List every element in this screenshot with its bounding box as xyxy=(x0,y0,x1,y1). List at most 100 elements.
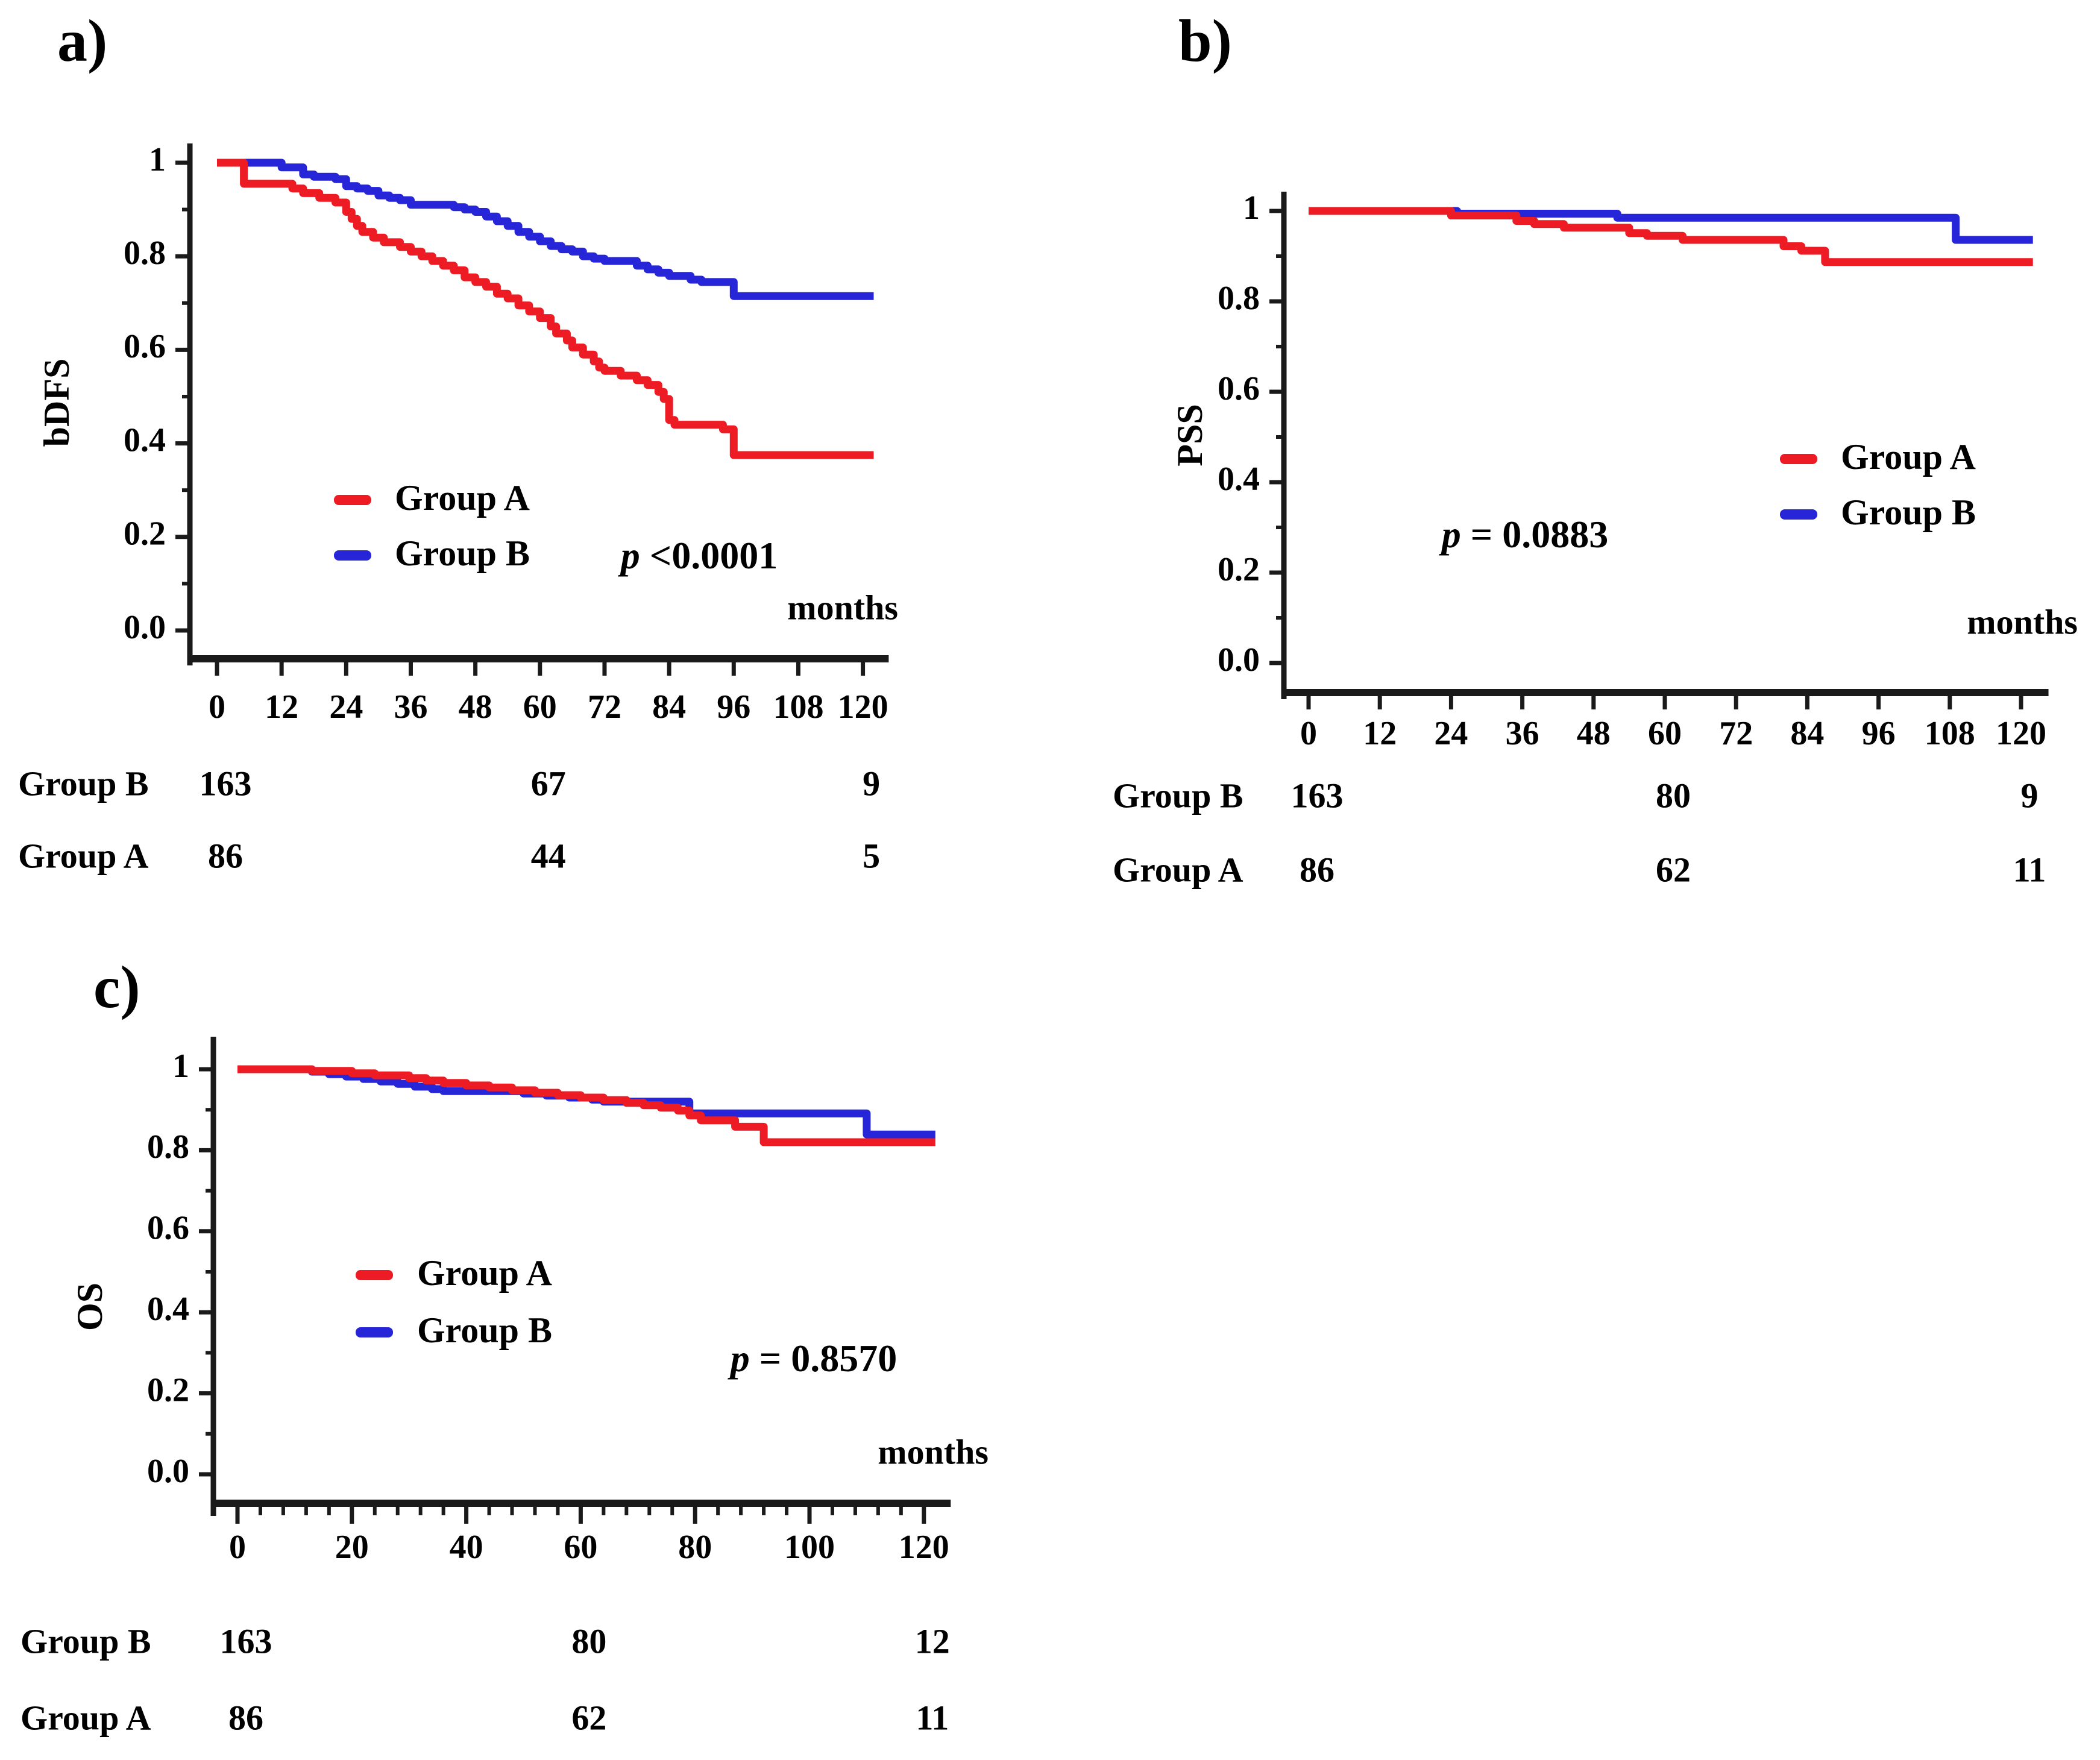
curve-group-a xyxy=(217,159,874,459)
at-risk-count: 5 xyxy=(863,836,880,875)
at-risk-count: 9 xyxy=(863,764,880,803)
at-risk-row-label: Group B xyxy=(1113,776,1243,815)
legend-swatch-group-b xyxy=(1780,509,1817,520)
y-axis-title: PSS xyxy=(1170,404,1210,466)
at-risk-count: 80 xyxy=(571,1621,606,1661)
y-tick-label: 0.4 xyxy=(124,421,166,459)
panel-b: b) 1 0.8 0.6 0.4 0.2 0.0 0 12 24 36 48 60 72 84 96 108 1… xyxy=(1103,0,2100,940)
legend-swatch-group-b xyxy=(334,550,371,561)
x-tick-label: 36 xyxy=(394,688,427,726)
legend-swatch-group-a xyxy=(356,1270,393,1280)
panel-a: a) 1 0.8 0.6 0.4 0.2 0.0 0 12 24 36 48 60 72 84 96 108 1… xyxy=(0,0,1049,940)
x-tick-label: 12 xyxy=(1363,715,1397,752)
at-risk-row-label: Group A xyxy=(20,1698,151,1737)
panel-c-label: c) xyxy=(93,954,140,1020)
legend-label: Group A xyxy=(1841,437,1976,477)
legend-label: Group A xyxy=(395,478,530,518)
p-value: p <0.0001 xyxy=(618,534,778,577)
panel-c-chart: 1 0.8 0.6 0.4 0.2 0.0 0 20 40 60 80 100 120 Group A Gr… xyxy=(20,1037,989,1737)
y-tick-label: 0.6 xyxy=(147,1210,189,1247)
at-risk-count: 163 xyxy=(200,764,252,803)
curve-group-a xyxy=(237,1065,935,1146)
x-tick-label: 120 xyxy=(899,1529,949,1566)
y-tick-label: 0.4 xyxy=(147,1290,189,1328)
x-axis-title: months xyxy=(1967,602,2078,641)
x-tick-label: 48 xyxy=(459,688,492,726)
at-risk-count: 86 xyxy=(208,836,243,875)
x-tick-label: 120 xyxy=(838,688,888,726)
x-tick-label: 96 xyxy=(1862,715,1896,752)
x-axis-title: months xyxy=(787,588,898,627)
x-tick-label: 84 xyxy=(652,688,686,726)
at-risk-row-label: Group B xyxy=(18,764,149,803)
x-tick-label: 24 xyxy=(329,688,363,726)
x-tick-label: 60 xyxy=(1648,715,1682,752)
x-tick-label: 0 xyxy=(209,688,225,726)
x-tick-label: 108 xyxy=(1925,715,1975,752)
y-tick-label: 0.6 xyxy=(124,328,166,365)
x-axis-title: months xyxy=(878,1432,989,1471)
at-risk-count: 12 xyxy=(915,1621,950,1661)
at-risk-count: 11 xyxy=(916,1698,949,1737)
x-tick-label: 100 xyxy=(784,1529,835,1566)
y-tick-label: 0.8 xyxy=(147,1128,189,1166)
x-tick-label: 0 xyxy=(229,1529,246,1566)
x-tick-label: 48 xyxy=(1577,715,1611,752)
y-tick-label: 0.8 xyxy=(124,234,166,272)
x-tick-label: 0 xyxy=(1300,715,1317,752)
legend-swatch-group-a xyxy=(334,495,371,505)
y-tick-label: 0.4 xyxy=(1218,460,1260,498)
x-tick-label: 96 xyxy=(717,688,750,726)
at-risk-count: 163 xyxy=(220,1621,272,1661)
panel-a-chart: 1 0.8 0.6 0.4 0.2 0.0 0 12 24 36 48 60 72 84 96 108 120 G… xyxy=(18,141,898,875)
at-risk-count: 67 xyxy=(531,764,566,803)
at-risk-count: 62 xyxy=(1656,850,1691,889)
at-risk-row-label: Group A xyxy=(1113,850,1243,889)
y-tick-label: 0.0 xyxy=(1218,641,1260,679)
at-risk-count: 44 xyxy=(531,836,566,875)
y-tick-label: 0.8 xyxy=(1218,280,1260,317)
p-value: p = 0.8570 xyxy=(728,1337,897,1380)
legend-label: Group B xyxy=(1841,492,1976,532)
x-tick-label: 40 xyxy=(450,1529,483,1566)
at-risk-count: 86 xyxy=(1300,850,1335,889)
y-tick-label: 0.0 xyxy=(124,609,166,646)
x-tick-label: 60 xyxy=(564,1529,597,1566)
at-risk-row-label: Group A xyxy=(18,836,149,875)
at-risk-count: 9 xyxy=(2021,776,2039,815)
y-tick-label: 0.2 xyxy=(1218,551,1260,588)
at-risk-count: 11 xyxy=(2013,850,2046,889)
panel-b-label: b) xyxy=(1178,7,1232,74)
x-tick-label: 108 xyxy=(773,688,823,726)
panel-c: c) 1 0.8 0.6 0.4 0.2 0.0 0 20 40 60 80 100 120 Group … xyxy=(12,940,1061,1760)
y-tick-label: 0.6 xyxy=(1218,370,1260,407)
x-tick-label: 60 xyxy=(523,688,557,726)
p-value: p = 0.0883 xyxy=(1439,513,1608,556)
x-tick-label: 20 xyxy=(335,1529,369,1566)
legend-label: Group A xyxy=(417,1253,552,1293)
panel-b-chart: 1 0.8 0.6 0.4 0.2 0.0 0 12 24 36 48 60 72 84 96 108 120 G… xyxy=(1113,189,2078,889)
y-axis-title: bDFS xyxy=(37,359,77,447)
y-tick-label: 0.0 xyxy=(147,1453,189,1490)
y-axis-title: OS xyxy=(70,1283,110,1331)
x-tick-label: 72 xyxy=(588,688,621,726)
at-risk-count: 163 xyxy=(1291,776,1344,815)
y-tick-label: 0.2 xyxy=(124,515,166,553)
curve-group-b xyxy=(237,1065,935,1139)
legend-label: Group B xyxy=(417,1310,552,1350)
at-risk-row-label: Group B xyxy=(20,1621,151,1661)
x-tick-label: 72 xyxy=(1719,715,1753,752)
x-tick-label: 80 xyxy=(678,1529,712,1566)
x-tick-label: 12 xyxy=(265,688,298,726)
curve-group-b xyxy=(1309,207,2033,244)
at-risk-count: 62 xyxy=(571,1698,606,1737)
x-tick-label: 36 xyxy=(1506,715,1539,752)
at-risk-count: 86 xyxy=(228,1698,263,1737)
legend-swatch-group-b xyxy=(356,1327,393,1337)
y-tick-label: 0.2 xyxy=(147,1371,189,1409)
x-tick-label: 120 xyxy=(1996,715,2046,752)
panel-a-label: a) xyxy=(57,7,108,74)
y-tick-label: 1 xyxy=(172,1048,189,1085)
legend-swatch-group-a xyxy=(1780,454,1817,464)
